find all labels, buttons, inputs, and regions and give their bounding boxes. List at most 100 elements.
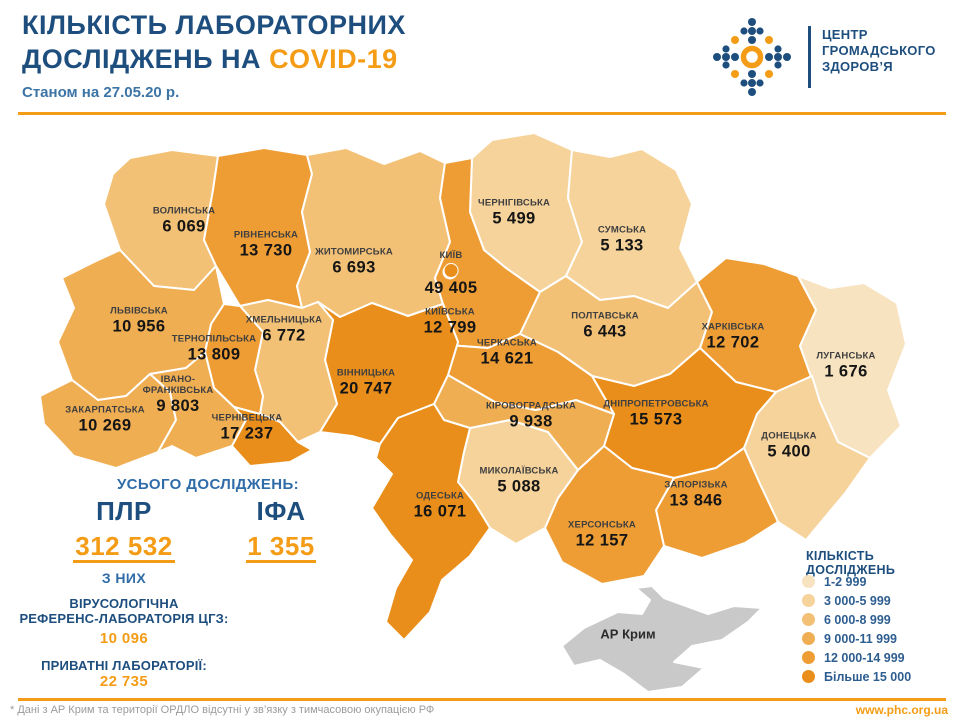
region-value: 12 157 <box>575 531 629 550</box>
logo-separator <box>808 26 811 88</box>
region-name: ОДЕСЬКА <box>415 490 465 502</box>
elisa-label: ІФА <box>256 496 306 526</box>
region-value: 15 573 <box>629 410 683 429</box>
label-kyiv-city: КИЇВ 49 405 <box>425 250 478 298</box>
label-zakarpattia: ЗАКАРПАТСЬКА 10 269 <box>65 405 145 436</box>
region-value: 9 938 <box>509 412 553 431</box>
region-value: 1 676 <box>824 362 868 381</box>
website-link[interactable]: www.phc.org.ua <box>855 703 948 717</box>
region-name: ХАРКІВСЬКА <box>701 321 765 333</box>
legend-dot-icon <box>802 632 815 645</box>
region-name: ЧЕРКАСЬКА <box>477 337 537 349</box>
region-value: 13 809 <box>187 345 241 364</box>
map-region-crimea <box>561 585 763 693</box>
region-name: ІВАНО-ФРАНКІВСЬКА <box>142 374 214 396</box>
region-value: 5 499 <box>492 209 536 228</box>
region-value: 5 088 <box>497 477 541 496</box>
region-value: 5 133 <box>600 236 644 255</box>
label-zhytomyr: ЖИТОМИРСЬКА 6 693 <box>315 247 393 278</box>
region-name: ВОЛИНСЬКА <box>152 205 216 217</box>
region-name: ХЕРСОНСЬКА <box>568 519 636 531</box>
totals-heading: УСЬОГО ДОСЛІДЖЕНЬ: <box>116 476 300 493</box>
region-value: 17 237 <box>220 424 274 443</box>
region-value: 12 702 <box>706 333 760 352</box>
logo-text: ЦЕНТР ГРОМАДСЬКОГО ЗДОРОВ’Я <box>822 27 936 75</box>
label-odesa: ОДЕСЬКА 16 071 <box>414 491 467 522</box>
region-name: РІВНЕНСЬКА <box>233 229 299 241</box>
label-chernihiv: ЧЕРНІГІВСЬКА 5 499 <box>478 198 550 229</box>
region-value: 10 269 <box>78 416 132 435</box>
logo-text-line2: ГРОМАДСЬКОГО <box>822 43 936 58</box>
region-value: 6 693 <box>332 258 376 277</box>
region-value: 13 846 <box>669 491 723 510</box>
reference-lab-value: 10 096 <box>99 630 149 647</box>
region-value: 9 803 <box>156 397 200 415</box>
label-chernivtsi: ЧЕРНІВЕЦЬКА 17 237 <box>212 413 283 444</box>
region-name: ЗАПОРІЗЬКА <box>664 479 728 491</box>
private-labs-label: ПРИВАТНІ ЛАБОРАТОРІЇ: <box>41 658 207 673</box>
elisa-total: ІФА 1 355 <box>218 496 344 562</box>
region-value: 20 747 <box>339 379 393 398</box>
label-crimea: АР Крим <box>600 626 656 642</box>
header-divider <box>18 112 946 115</box>
pcr-value: 312 532 <box>75 531 173 561</box>
map-region-chernivtsi <box>231 406 313 467</box>
label-ternopil: ТЕРНОПІЛЬСЬКА 13 809 <box>172 334 256 365</box>
pcr-total: ПЛР 312 532 <box>58 496 190 562</box>
region-value: 16 071 <box>413 502 467 521</box>
region-value: 13 730 <box>239 241 293 260</box>
label-mykolaiv: МИКОЛАЇВСЬКА 5 088 <box>479 466 558 497</box>
date-subtitle: Станом на 27.05.20 р. <box>22 84 180 101</box>
region-value: 5 400 <box>767 442 811 461</box>
region-name: ЖИТОМИРСЬКА <box>315 246 393 258</box>
private-labs-value: 22 735 <box>99 673 149 690</box>
region-value: 6 443 <box>583 322 627 341</box>
logo-text-line1: ЦЕНТР <box>822 27 868 42</box>
region-name: ХМЕЛЬНИЦЬКА <box>245 314 323 326</box>
region-name: КИЇВ <box>439 250 463 261</box>
label-cherkasy: ЧЕРКАСЬКА 14 621 <box>477 338 537 369</box>
title-covid-highlight: COVID-19 <box>269 44 398 74</box>
legend-label: 12 000-14 999 <box>824 651 905 665</box>
map-region-odesa <box>371 403 491 641</box>
label-sumy: СУМСЬКА 5 133 <box>598 225 646 256</box>
of-them-label: З НИХ <box>101 570 147 586</box>
elisa-underline <box>246 560 316 563</box>
label-kirovohrad: КІРОВОГРАДСЬКА 9 938 <box>486 401 576 432</box>
reference-lab-line1: ВІРУСОЛОГІЧНА <box>69 596 179 611</box>
title-line1: КІЛЬКІСТЬ ЛАБОРАТОРНИХ <box>22 10 406 40</box>
region-name: ДОНЕЦЬКА <box>761 430 817 442</box>
phc-logo-icon <box>713 18 791 96</box>
legend-title: КІЛЬКІСТЬ ДОСЛІДЖЕНЬ <box>806 549 896 577</box>
region-name: ТЕРНОПІЛЬСЬКА <box>171 333 257 345</box>
label-lviv: ЛЬВІВСЬКА 10 956 <box>110 306 168 337</box>
legend-dot-icon <box>802 651 815 664</box>
region-name: ПОЛТАВСЬКА <box>571 310 639 322</box>
legend-dot-icon <box>802 670 815 683</box>
region-name: ЧЕРНІГІВСЬКА <box>477 197 551 209</box>
region-name: СУМСЬКА <box>597 224 647 236</box>
region-value: 14 621 <box>480 349 534 368</box>
region-value: 49 405 <box>424 279 478 297</box>
region-name: ВІННИЦЬКА <box>336 367 396 379</box>
legend-label: 1-2 999 <box>824 575 867 589</box>
region-name: МИКОЛАЇВСЬКА <box>479 465 559 477</box>
region-name: ЗАКАРПАТСЬКА <box>65 404 145 416</box>
region-value: 10 956 <box>112 317 166 336</box>
region-value: 12 799 <box>423 318 477 337</box>
label-luhansk: ЛУГАНСЬКА 1 676 <box>816 351 875 382</box>
legend-label: 6 000-8 999 <box>824 613 891 627</box>
region-name: КІРОВОГРАДСЬКА <box>485 400 577 412</box>
region-name: КИЇВСЬКА <box>425 306 475 318</box>
reference-lab-line2: РЕФЕРЕНС-ЛАБОРАТОРІЯ ЦГЗ: <box>19 610 229 626</box>
legend-dot-icon <box>802 575 815 588</box>
label-donetsk: ДОНЕЦЬКА 5 400 <box>761 431 816 462</box>
legend-label: 9 000-11 999 <box>824 632 897 646</box>
footer-divider <box>18 698 946 701</box>
region-name: ДНІПРОПЕТРОВСЬКА <box>603 398 709 410</box>
legend-dot-icon <box>802 594 815 607</box>
logo-text-line3: ЗДОРОВ’Я <box>822 59 893 74</box>
region-value: 6 069 <box>162 217 206 236</box>
label-rivne: РІВНЕНСЬКА 13 730 <box>234 230 298 261</box>
